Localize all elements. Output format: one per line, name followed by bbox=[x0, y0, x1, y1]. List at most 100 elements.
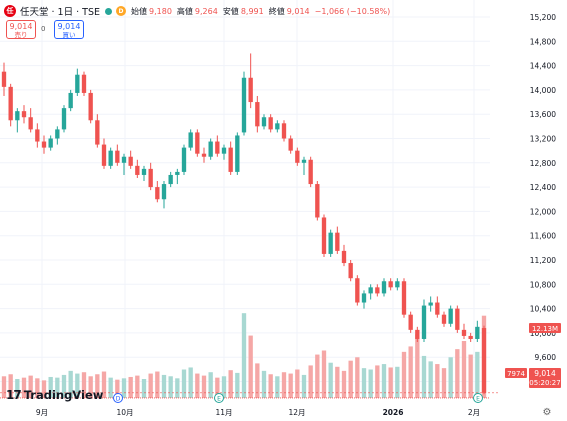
candle-body[interactable] bbox=[408, 314, 413, 330]
candle-body[interactable] bbox=[335, 232, 340, 251]
candle-body[interactable] bbox=[355, 278, 360, 303]
candle-body[interactable] bbox=[161, 184, 167, 200]
candle-body[interactable] bbox=[115, 150, 120, 163]
candle-body[interactable] bbox=[141, 168, 147, 175]
candle-body[interactable] bbox=[455, 308, 460, 330]
candle-body[interactable] bbox=[255, 102, 260, 127]
candle-body[interactable] bbox=[175, 171, 180, 175]
candle-body[interactable] bbox=[148, 168, 153, 188]
volume-bar bbox=[61, 374, 67, 398]
event-marker-label: E bbox=[217, 396, 221, 403]
candle-body[interactable] bbox=[1, 71, 7, 87]
candle-body[interactable] bbox=[381, 281, 387, 294]
candle-body[interactable] bbox=[361, 293, 367, 303]
candle-body[interactable] bbox=[108, 150, 113, 166]
candle-body[interactable] bbox=[128, 156, 133, 166]
buy-button[interactable]: 9,014 買い bbox=[54, 20, 84, 39]
candle-body[interactable] bbox=[215, 141, 220, 154]
candle-body[interactable] bbox=[461, 329, 467, 336]
volume-bar bbox=[241, 313, 247, 398]
candle-body[interactable] bbox=[388, 281, 393, 288]
candle-body[interactable] bbox=[188, 132, 193, 148]
volume-bar bbox=[335, 366, 340, 398]
symbol-logo[interactable]: 任 bbox=[4, 5, 16, 17]
sell-button[interactable]: 9,014 売り bbox=[6, 20, 36, 39]
candle-body[interactable] bbox=[328, 232, 333, 254]
candle-body[interactable] bbox=[435, 302, 440, 315]
candle-body[interactable] bbox=[248, 77, 253, 103]
volume-bar bbox=[368, 369, 373, 398]
candle-body[interactable] bbox=[55, 129, 60, 139]
candle-body[interactable] bbox=[88, 92, 93, 121]
event-marker[interactable] bbox=[214, 393, 224, 403]
candle-body[interactable] bbox=[235, 135, 240, 172]
volume-bar bbox=[235, 372, 240, 398]
candle-body[interactable] bbox=[315, 184, 320, 218]
candle-body[interactable] bbox=[268, 117, 273, 130]
candle-body[interactable] bbox=[135, 165, 140, 175]
candle-body[interactable] bbox=[441, 314, 447, 324]
event-marker[interactable] bbox=[113, 393, 123, 403]
y-axis-tick-label: 12,400 bbox=[530, 183, 556, 192]
tradingview-logo[interactable]: 17 TradingView bbox=[6, 388, 103, 402]
candle-body[interactable] bbox=[101, 144, 107, 166]
candle-body[interactable] bbox=[68, 92, 73, 109]
candle-body[interactable] bbox=[308, 159, 313, 185]
candle-body[interactable] bbox=[28, 117, 33, 130]
candle-body[interactable] bbox=[21, 111, 27, 118]
event-marker[interactable] bbox=[473, 393, 483, 403]
candle-body[interactable] bbox=[301, 159, 307, 163]
candle-body[interactable] bbox=[48, 138, 53, 148]
x-axis-tick-label: 11月 bbox=[215, 408, 232, 417]
candle-body[interactable] bbox=[181, 147, 187, 172]
candle-body[interactable] bbox=[95, 120, 100, 145]
candle-body[interactable] bbox=[428, 302, 433, 306]
candle-body[interactable] bbox=[81, 74, 87, 93]
candle-body[interactable] bbox=[341, 250, 347, 264]
volume-bar bbox=[401, 351, 407, 398]
candle-body[interactable] bbox=[155, 187, 160, 200]
candle-body[interactable] bbox=[481, 328, 487, 393]
candle-body[interactable] bbox=[375, 287, 380, 294]
candle-body[interactable] bbox=[168, 174, 173, 185]
candle-body[interactable] bbox=[121, 156, 127, 163]
candle-body[interactable] bbox=[401, 281, 407, 315]
candle-body[interactable] bbox=[261, 117, 267, 127]
volume-bar bbox=[161, 374, 167, 398]
candle-body[interactable] bbox=[241, 77, 247, 133]
symbol-title[interactable]: 任天堂 · 1日 · TSE bbox=[20, 7, 100, 18]
candle-body[interactable] bbox=[8, 86, 13, 121]
candle-body[interactable] bbox=[421, 305, 427, 339]
candle-body[interactable] bbox=[41, 141, 47, 148]
dividend-badge[interactable]: D bbox=[116, 6, 126, 16]
candle-body[interactable] bbox=[221, 147, 227, 154]
candle-body[interactable] bbox=[201, 153, 207, 157]
ma-tag bbox=[505, 368, 527, 378]
ma-tag-label: 7974 bbox=[507, 370, 525, 378]
candle-body[interactable] bbox=[295, 150, 300, 163]
candle-body[interactable] bbox=[208, 141, 213, 157]
candle-body[interactable] bbox=[321, 217, 327, 254]
candle-body[interactable] bbox=[288, 138, 293, 151]
chart-header: 任 任天堂 · 1日 · TSE D 始値 9,180 高値 9,264 安値 … bbox=[4, 3, 395, 19]
gear-icon[interactable]: ⚙ bbox=[542, 407, 552, 418]
candle-body[interactable] bbox=[368, 287, 373, 294]
candle-body[interactable] bbox=[75, 74, 80, 93]
candle-body[interactable] bbox=[35, 129, 40, 142]
candle-body[interactable] bbox=[61, 108, 67, 130]
open-value: 9,180 bbox=[149, 6, 172, 16]
candle-body[interactable] bbox=[468, 335, 473, 339]
close-label: 終値 bbox=[268, 6, 285, 16]
candle-body[interactable] bbox=[348, 263, 353, 279]
candle-body[interactable] bbox=[395, 281, 400, 288]
candle-body[interactable] bbox=[195, 132, 200, 154]
candle-body[interactable] bbox=[415, 329, 420, 339]
candle-body[interactable] bbox=[448, 308, 453, 324]
candle-body[interactable] bbox=[228, 147, 233, 172]
candle-body[interactable] bbox=[15, 111, 20, 121]
volume-bar bbox=[355, 357, 360, 398]
candle-body[interactable] bbox=[281, 123, 287, 139]
candle-body[interactable] bbox=[475, 326, 480, 339]
candle-body[interactable] bbox=[275, 123, 280, 130]
